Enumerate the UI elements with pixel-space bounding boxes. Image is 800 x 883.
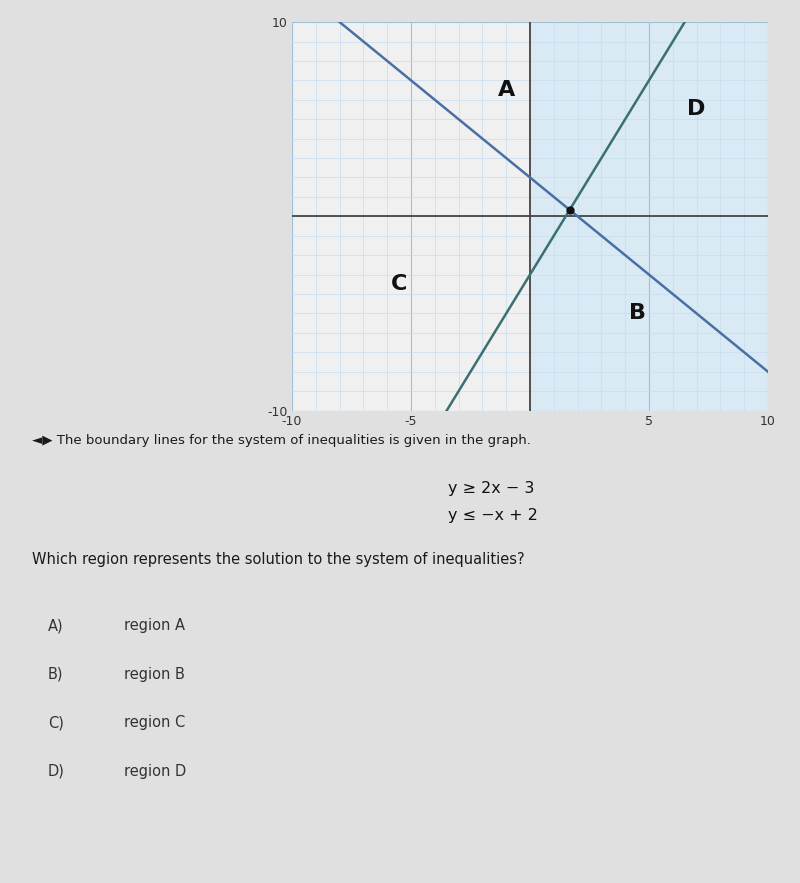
Text: C): C) bbox=[48, 715, 64, 730]
Bar bbox=[530, 22, 768, 411]
Text: A): A) bbox=[48, 618, 64, 633]
Text: C: C bbox=[391, 275, 407, 294]
Text: D): D) bbox=[48, 764, 65, 779]
Text: ◄▶ The boundary lines for the system of inequalities is given in the graph.: ◄▶ The boundary lines for the system of … bbox=[32, 434, 531, 448]
Text: A: A bbox=[498, 80, 515, 100]
Text: region B: region B bbox=[124, 667, 185, 682]
Text: Which region represents the solution to the system of inequalities?: Which region represents the solution to … bbox=[32, 552, 525, 567]
Text: B): B) bbox=[48, 667, 63, 682]
Text: B: B bbox=[629, 304, 646, 323]
Text: region A: region A bbox=[124, 618, 185, 633]
Text: y ≤ −x + 2: y ≤ −x + 2 bbox=[448, 508, 538, 523]
Text: D: D bbox=[687, 100, 706, 119]
Text: region C: region C bbox=[124, 715, 186, 730]
Text: y ≥ 2x − 3: y ≥ 2x − 3 bbox=[448, 481, 534, 496]
Text: region D: region D bbox=[124, 764, 186, 779]
